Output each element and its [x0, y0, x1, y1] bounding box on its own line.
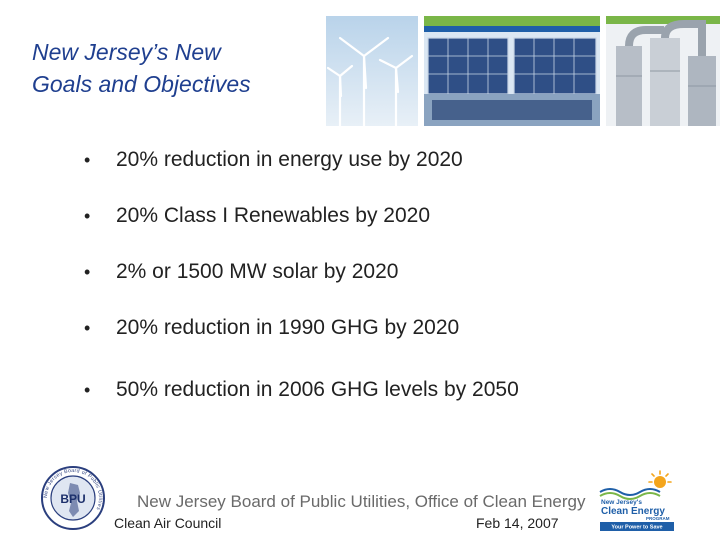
slide-title: New Jersey’s New Goals and Objectives — [32, 36, 322, 100]
logo-line-3: PROGRAM — [646, 516, 670, 521]
logo-tagline: Your Power to Save — [611, 525, 662, 531]
bpu-logo: New Jersey Board of Public Utilities BPU — [40, 465, 106, 536]
footer-date: Feb 14, 2007 — [476, 515, 559, 531]
wind-turbines-photo — [326, 16, 418, 126]
clean-energy-program-logo: New Jersey's Clean Energy PROGRAM Your P… — [598, 470, 678, 537]
logo-line-2: Clean Energy — [601, 506, 665, 517]
title-line-2: Goals and Objectives — [32, 71, 251, 97]
bpu-logo-text: BPU — [60, 492, 85, 506]
bullet-glyph: • — [84, 206, 91, 226]
title-line-1: New Jersey’s New — [32, 39, 221, 65]
solar-panels-photo — [424, 16, 600, 126]
logo-line-1: New Jersey's — [601, 499, 642, 506]
industrial-pipes-photo — [606, 16, 720, 126]
bullet-glyph: • — [84, 262, 91, 282]
bullet-glyph: • — [84, 380, 91, 400]
bullet-glyph: • — [84, 318, 91, 338]
footer-presenter: Clean Air Council — [114, 515, 222, 531]
footer-organization: New Jersey Board of Public Utilities, Of… — [137, 492, 586, 511]
bullet-glyph: • — [84, 150, 91, 170]
